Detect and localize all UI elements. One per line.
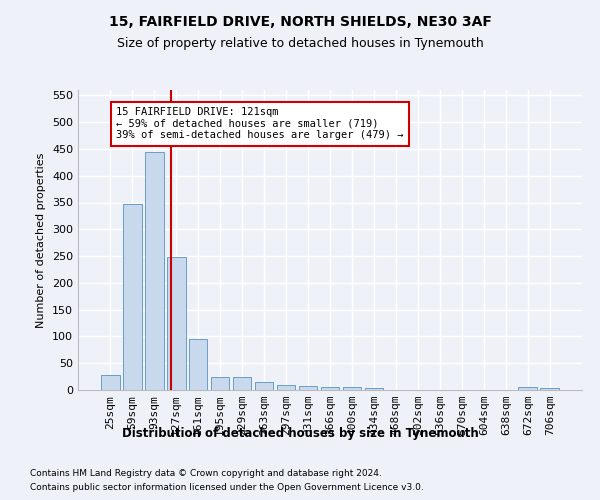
- Bar: [299, 386, 317, 390]
- Bar: [189, 339, 208, 390]
- Bar: [518, 388, 537, 390]
- Bar: [541, 388, 559, 390]
- Bar: [365, 388, 383, 390]
- Text: Contains HM Land Registry data © Crown copyright and database right 2024.: Contains HM Land Registry data © Crown c…: [30, 468, 382, 477]
- Bar: [123, 204, 142, 390]
- Text: Size of property relative to detached houses in Tynemouth: Size of property relative to detached ho…: [116, 38, 484, 51]
- Text: 15, FAIRFIELD DRIVE, NORTH SHIELDS, NE30 3AF: 15, FAIRFIELD DRIVE, NORTH SHIELDS, NE30…: [109, 15, 491, 29]
- Bar: [255, 382, 274, 390]
- Y-axis label: Number of detached properties: Number of detached properties: [37, 152, 46, 328]
- Bar: [101, 375, 119, 390]
- Text: Distribution of detached houses by size in Tynemouth: Distribution of detached houses by size …: [122, 428, 478, 440]
- Bar: [233, 376, 251, 390]
- Bar: [167, 257, 185, 390]
- Bar: [145, 152, 164, 390]
- Bar: [277, 384, 295, 390]
- Text: Contains public sector information licensed under the Open Government Licence v3: Contains public sector information licen…: [30, 484, 424, 492]
- Bar: [211, 376, 229, 390]
- Text: 15 FAIRFIELD DRIVE: 121sqm
← 59% of detached houses are smaller (719)
39% of sem: 15 FAIRFIELD DRIVE: 121sqm ← 59% of deta…: [116, 107, 404, 140]
- Bar: [343, 388, 361, 390]
- Bar: [320, 387, 340, 390]
